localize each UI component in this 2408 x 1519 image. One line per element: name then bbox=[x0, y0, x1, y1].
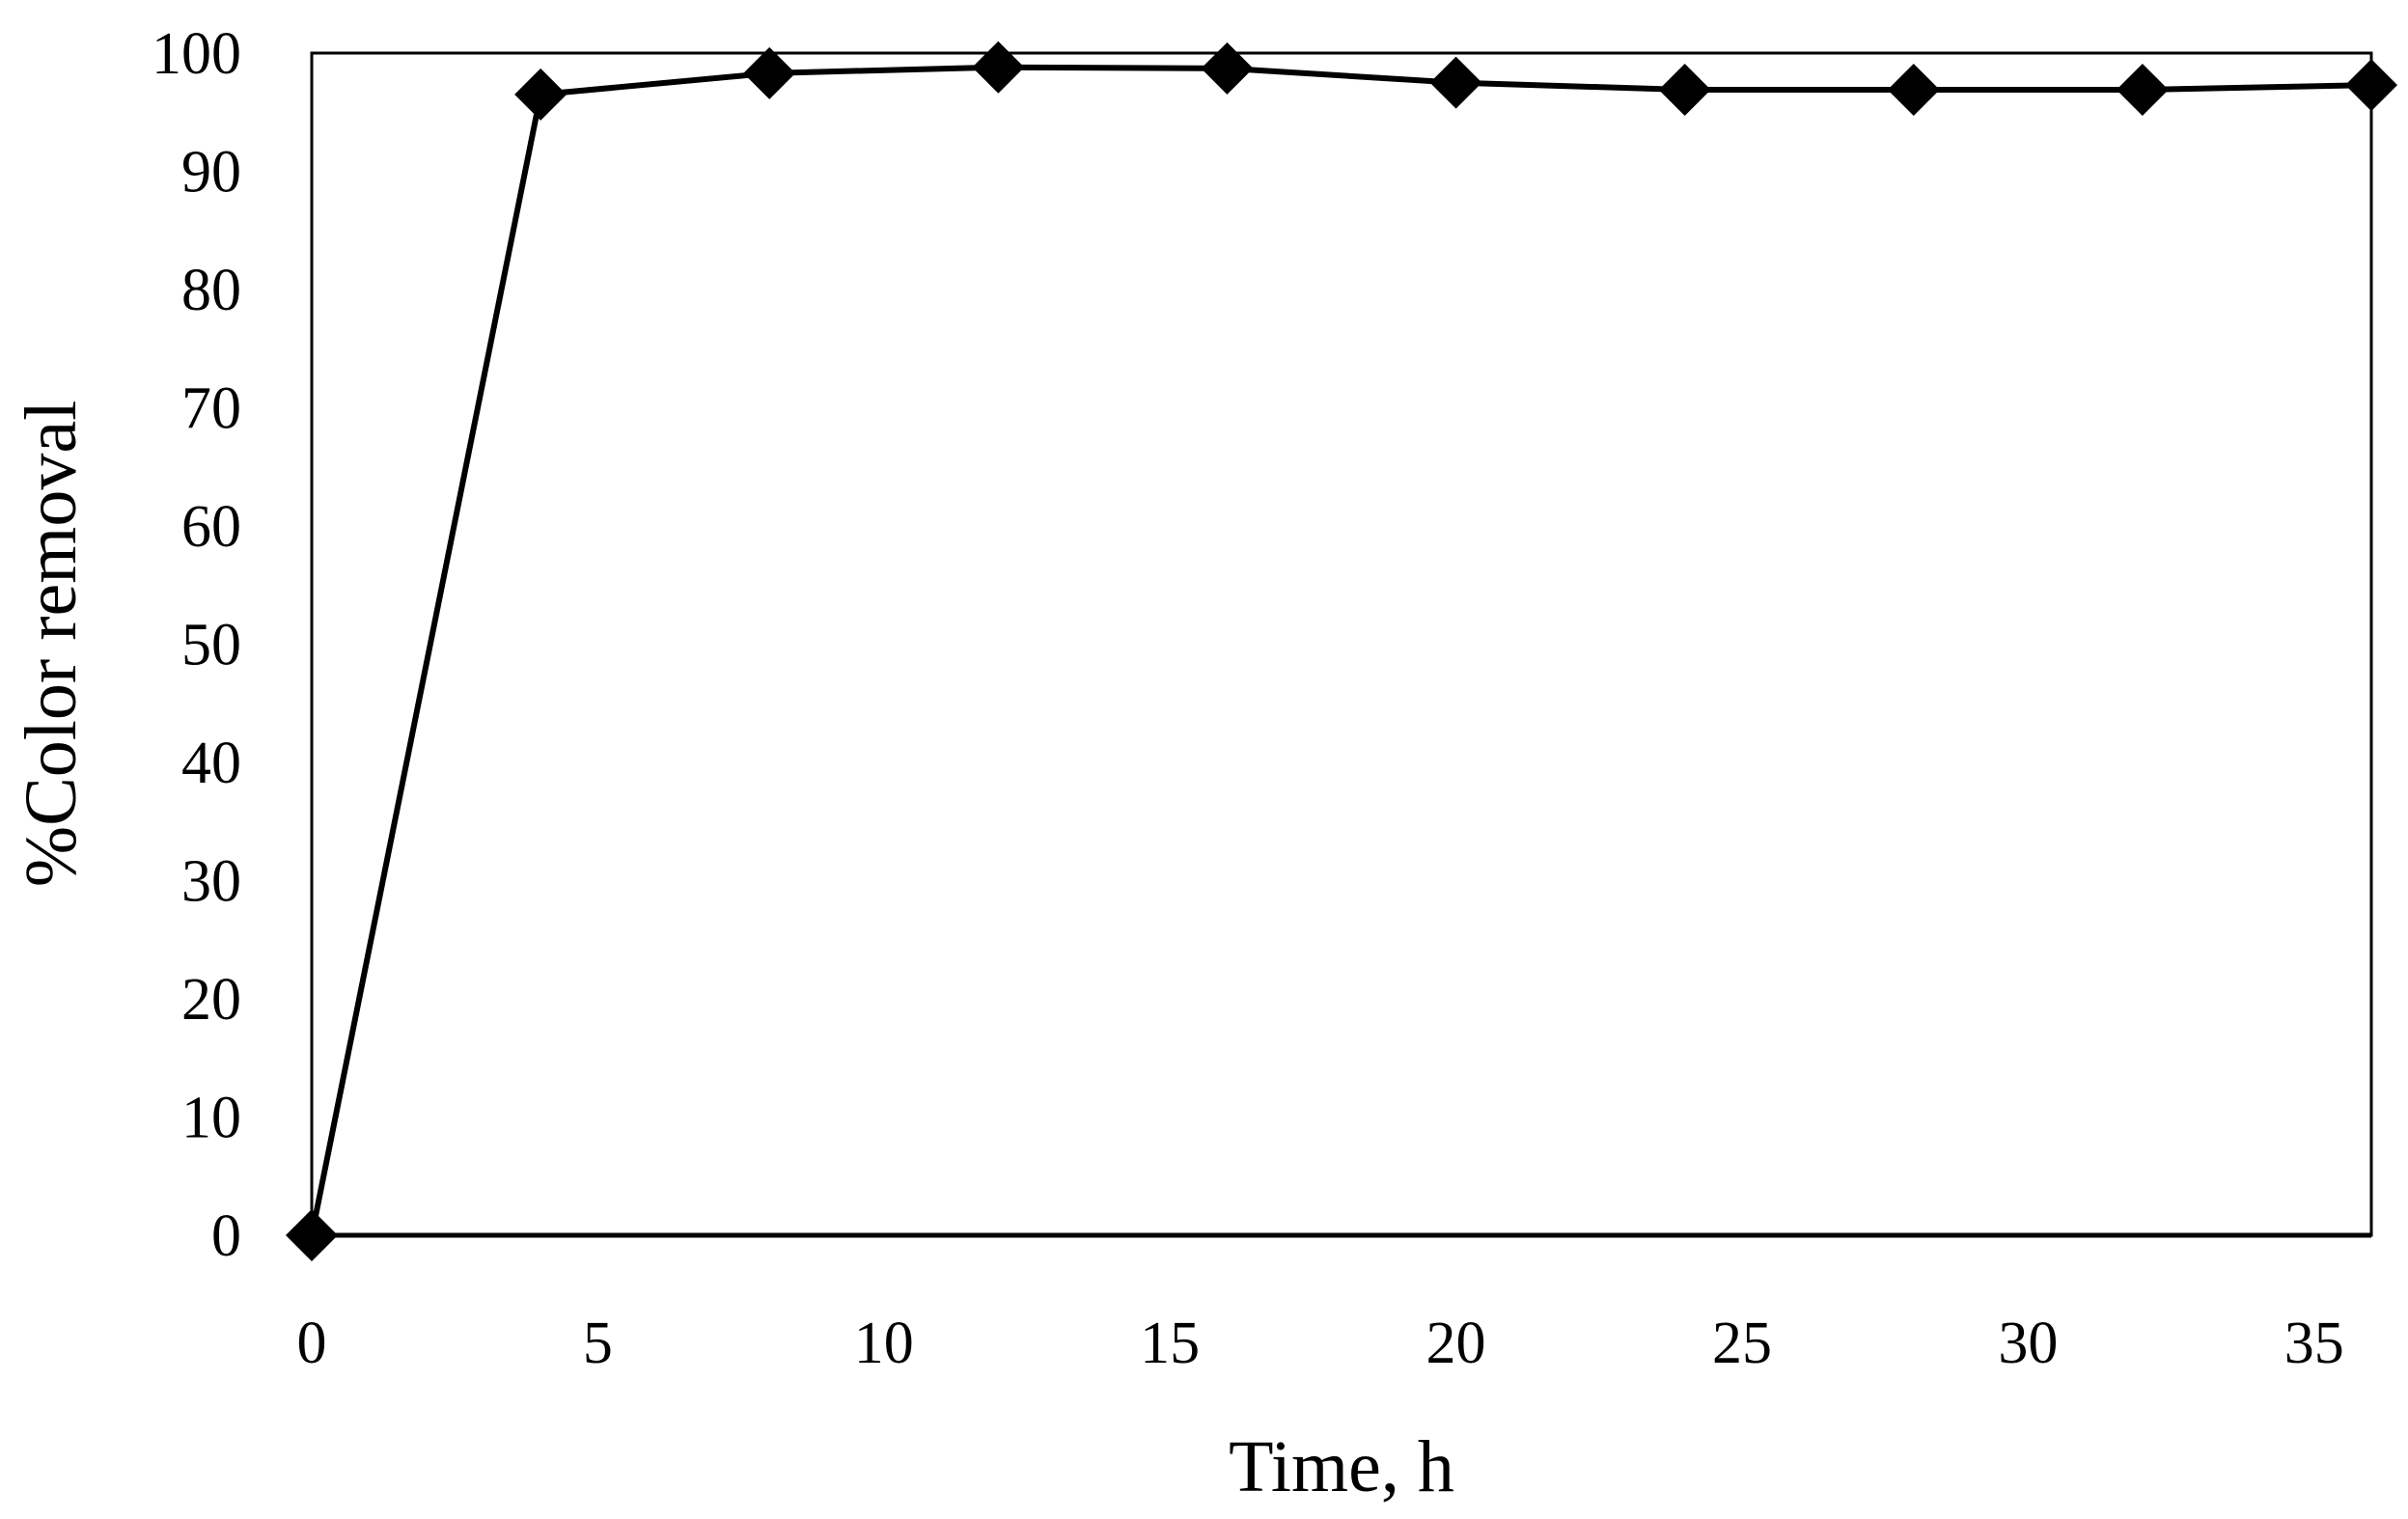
data-point-marker bbox=[1887, 63, 1940, 116]
data-point-marker bbox=[1201, 41, 1254, 95]
x-axis-title: Time, h bbox=[1229, 1426, 1454, 1507]
y-tick-label: 10 bbox=[181, 1086, 241, 1151]
data-point-marker bbox=[2116, 63, 2169, 116]
y-tick-label: 40 bbox=[181, 731, 241, 796]
x-tick-label: 15 bbox=[1140, 1311, 1200, 1376]
y-tick-label: 60 bbox=[181, 494, 241, 560]
data-point-marker bbox=[2345, 59, 2397, 112]
data-point-marker bbox=[514, 68, 567, 121]
y-tick-label: 30 bbox=[181, 849, 241, 915]
y-tick-label: 80 bbox=[181, 258, 241, 323]
y-tick-label: 0 bbox=[211, 1203, 241, 1269]
data-point-marker bbox=[286, 1209, 338, 1261]
series-line bbox=[309, 64, 2372, 1236]
y-tick-label: 100 bbox=[152, 21, 241, 87]
x-tick-label: 20 bbox=[1426, 1311, 1486, 1376]
y-tick-label: 50 bbox=[181, 613, 241, 678]
x-tick-label: 30 bbox=[1998, 1311, 2058, 1376]
x-tick-labels: 0 5 10 15 20 25 30 35 bbox=[297, 1311, 2344, 1376]
y-tick-label: 70 bbox=[181, 376, 241, 442]
x-tick-label: 0 bbox=[297, 1311, 327, 1376]
plot-area bbox=[310, 51, 2373, 1237]
x-tick-label: 25 bbox=[1712, 1311, 1772, 1376]
data-point-marker bbox=[1429, 56, 1482, 109]
y-tick-label: 90 bbox=[181, 140, 241, 206]
data-point-marker bbox=[1658, 63, 1711, 116]
y-tick-labels: 0 10 20 30 40 50 60 70 80 90 100 bbox=[152, 21, 241, 1269]
x-tick-label: 35 bbox=[2284, 1311, 2344, 1376]
y-tick-label: 20 bbox=[181, 967, 241, 1033]
x-tick-label: 5 bbox=[583, 1311, 613, 1376]
series-layer bbox=[286, 41, 2397, 1261]
data-point-marker bbox=[972, 41, 1025, 94]
y-axis-title: %Color removal bbox=[11, 400, 92, 887]
x-tick-label: 10 bbox=[854, 1311, 914, 1376]
data-point-marker bbox=[743, 46, 796, 99]
